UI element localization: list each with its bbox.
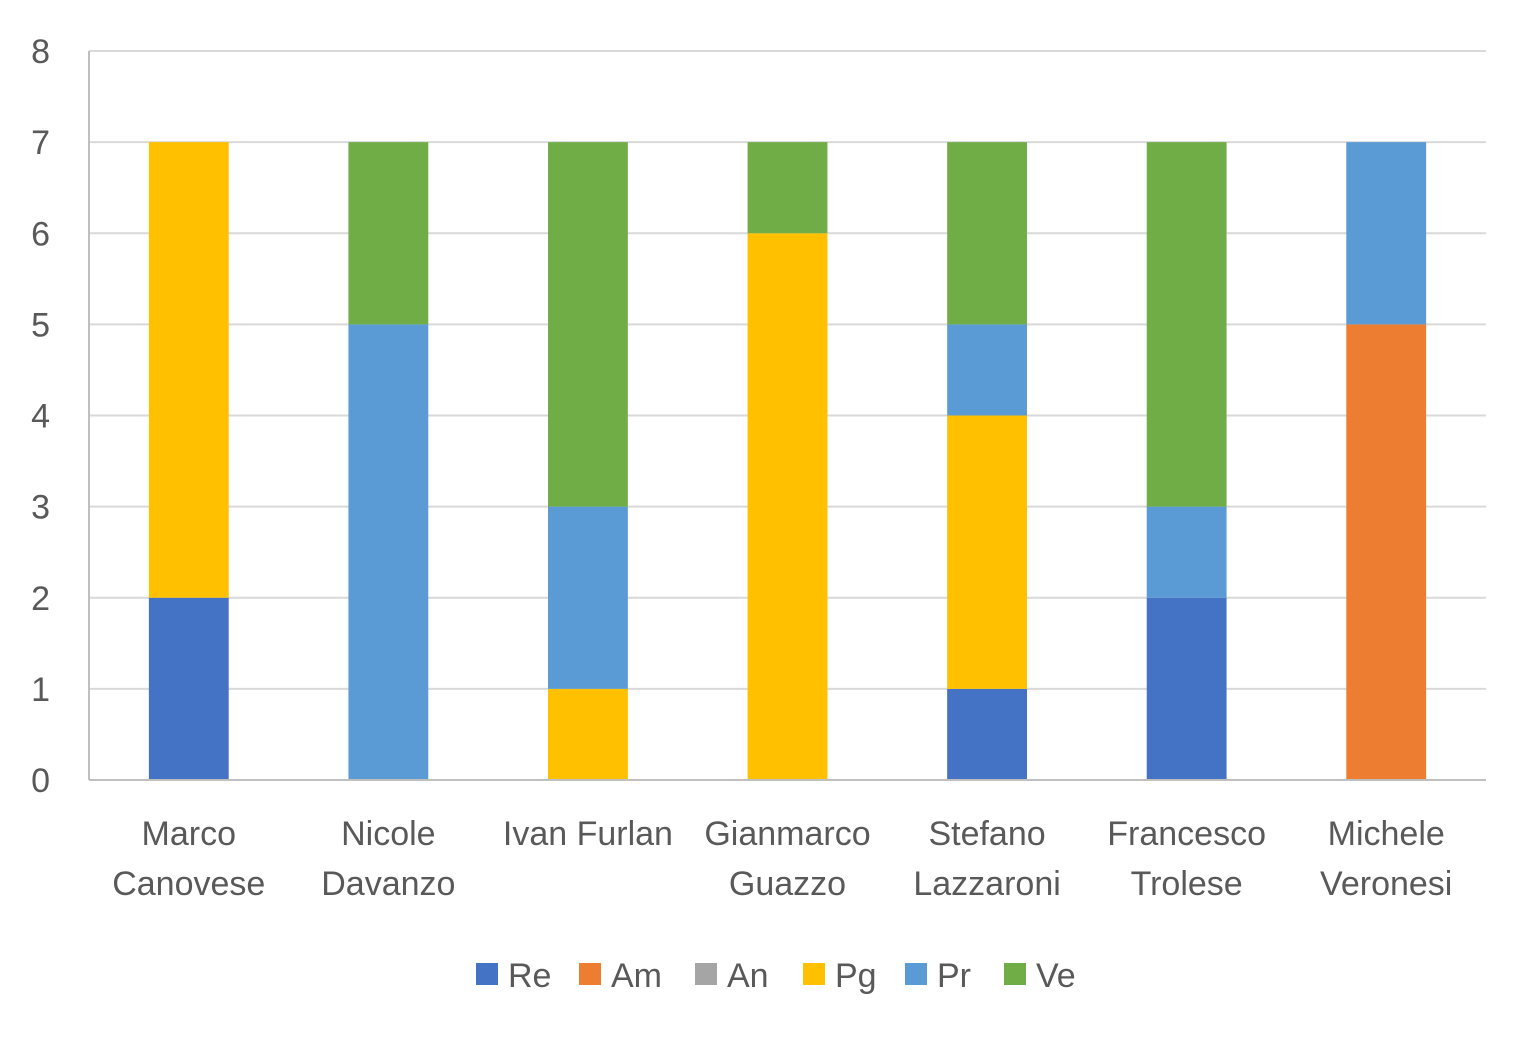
bar-segment-re	[1146, 597, 1227, 780]
legend-swatch	[695, 963, 717, 985]
legend-label: Re	[508, 957, 551, 995]
bar-segment-ve	[947, 142, 1027, 325]
y-tick-label: 6	[31, 215, 50, 253]
y-tick-label: 4	[31, 398, 50, 436]
legend-swatch	[803, 963, 825, 985]
x-category-label: Nicole Davanzo	[321, 815, 455, 903]
y-tick-label: 3	[31, 489, 50, 527]
legend-label: Am	[611, 957, 662, 995]
bar-segment-pr	[348, 324, 429, 780]
bar-segment-pr	[548, 506, 628, 689]
y-tick-label: 5	[31, 306, 50, 344]
legend-label: An	[727, 957, 769, 995]
x-category-label: Stefano Lazzaroni	[913, 815, 1060, 903]
y-tick-label: 0	[31, 762, 50, 800]
legend-swatch	[905, 963, 927, 985]
x-category-label: Michele Veronesi	[1320, 815, 1452, 903]
bar-segment-pg	[148, 142, 229, 598]
bar-segment-ve	[548, 142, 628, 507]
x-category-label: Gianmarco Guazzo	[704, 815, 870, 903]
bar-segment-ve	[1146, 142, 1227, 507]
bar-segment-pr	[947, 324, 1027, 416]
legend-item-pg: Pg	[803, 957, 877, 995]
legend-item-ve: Ve	[1004, 957, 1076, 995]
legend-item-re: Re	[476, 957, 551, 995]
bar-segment-re	[148, 597, 229, 780]
bar-segment-ve	[747, 142, 828, 234]
legend-swatch	[476, 963, 498, 985]
x-category-label: Francesco Trolese	[1107, 815, 1266, 903]
bar-segment-pg	[548, 688, 628, 780]
legend-label: Ve	[1036, 957, 1076, 995]
legend-item-an: An	[695, 957, 769, 995]
y-tick-labels: 0 1 2 3 4 5 6 7 8	[31, 33, 50, 800]
bar-segment-am	[1346, 324, 1427, 780]
legend-label: Pr	[937, 957, 971, 995]
bar-segment-ve	[348, 142, 429, 325]
bar-segment-re	[947, 688, 1027, 780]
legend: Re Am An Pg Pr Ve	[476, 957, 1076, 995]
legend-item-am: Am	[579, 957, 662, 995]
bar-segment-pg	[747, 233, 828, 780]
legend-swatch	[579, 963, 601, 985]
bar-segment-pr	[1146, 506, 1227, 598]
y-tick-label: 7	[31, 124, 50, 162]
bar-segment-pg	[947, 415, 1027, 689]
y-tick-label: 1	[31, 671, 50, 709]
y-tick-label: 2	[31, 580, 50, 618]
legend-swatch	[1004, 963, 1026, 985]
x-category-label: Marco Canovese	[112, 815, 265, 903]
x-category-labels: Marco Canovese Nicole Davanzo Ivan Furlan Gia…	[112, 815, 1452, 903]
legend-item-pr: Pr	[905, 957, 971, 995]
bar-segment-pr	[1346, 142, 1427, 325]
x-category-label: Ivan Furlan	[503, 815, 673, 853]
legend-label: Pg	[835, 957, 877, 995]
y-tick-label: 8	[31, 33, 50, 71]
axes	[88, 51, 1486, 781]
bars	[148, 142, 1427, 780]
